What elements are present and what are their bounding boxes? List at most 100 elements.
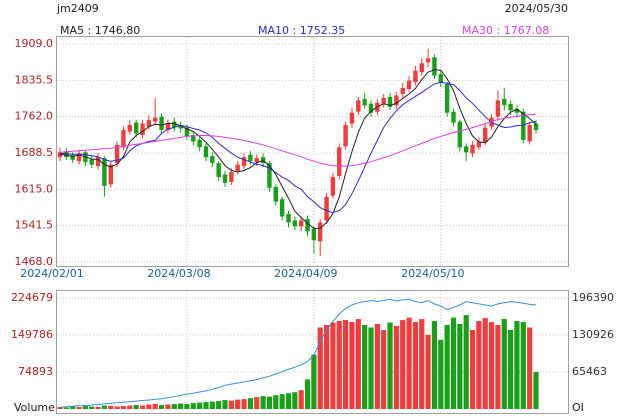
- candle-body: [203, 146, 209, 158]
- candle-body: [381, 97, 386, 104]
- y-tick-label: 1615.0: [15, 182, 54, 195]
- volume-bar: [438, 339, 444, 409]
- candle-body: [495, 100, 501, 117]
- volume-bar: [241, 399, 247, 409]
- candle-body: [318, 222, 323, 242]
- volume-bar: [285, 393, 292, 409]
- candle-body: [140, 123, 145, 135]
- candle-body: [413, 70, 418, 83]
- candle-body: [521, 111, 526, 140]
- volume-bar: [368, 327, 374, 409]
- candle-body: [432, 57, 437, 76]
- candle-body: [457, 121, 463, 148]
- y-tick-label: 1835.5: [15, 73, 54, 86]
- x-tick-label: 2024/04/09: [274, 267, 337, 280]
- volume-bar: [146, 404, 152, 409]
- candle-body: [229, 172, 234, 182]
- volume-bar: [508, 329, 514, 409]
- volume-bar: [425, 334, 431, 409]
- candle-body: [127, 125, 133, 132]
- ma-line: [59, 113, 537, 167]
- legend-label: MA5 : 1746.80: [60, 24, 140, 37]
- candle-body: [146, 120, 152, 127]
- volume-bar: [457, 324, 463, 409]
- volume-bar: [171, 404, 177, 409]
- ma-line: [59, 81, 537, 214]
- candle-body: [298, 220, 304, 227]
- candle-body: [153, 117, 158, 122]
- volume-bar: [108, 406, 114, 409]
- volume-bar: [311, 354, 317, 409]
- candle-body: [241, 157, 247, 167]
- candle-body: [305, 218, 310, 232]
- candle-body: [178, 125, 183, 129]
- volume-bar: [298, 390, 304, 409]
- candle-body: [349, 112, 355, 124]
- candle-body: [438, 74, 443, 84]
- price-panel: [56, 36, 569, 267]
- ma-line: [59, 69, 537, 229]
- candle-body: [222, 174, 228, 183]
- candle-body: [273, 186, 278, 202]
- candle-body: [95, 157, 101, 167]
- volume-bar: [362, 325, 368, 409]
- candle-body: [89, 159, 94, 165]
- volume-bar: [139, 405, 146, 409]
- candle-body: [463, 146, 469, 153]
- candle-body: [57, 152, 63, 158]
- volume-bar: [381, 329, 387, 409]
- y-tick-label: 1688.5: [15, 146, 54, 159]
- candle-body: [159, 116, 164, 131]
- candle-body: [235, 164, 240, 172]
- volume-bar: [495, 325, 501, 409]
- volume-bar: [279, 394, 285, 409]
- candle-body: [197, 139, 202, 148]
- x-tick-label: 2024/05/10: [401, 267, 464, 280]
- volume-bar: [165, 404, 171, 409]
- candle-body: [260, 157, 266, 164]
- volume-bar: [273, 395, 279, 409]
- candle-body: [406, 80, 412, 89]
- candle-body: [394, 95, 399, 106]
- volume-bar: [260, 396, 266, 409]
- oi-line: [59, 298, 537, 408]
- y-tick-label: 74893: [18, 365, 53, 378]
- candle-body: [514, 108, 520, 113]
- volume-bar: [177, 403, 184, 409]
- volume-bar: [419, 319, 425, 409]
- volume-bar: [533, 371, 539, 409]
- candle-body: [337, 147, 342, 176]
- candle-body: [387, 96, 393, 107]
- last-date: 2024/05/30: [505, 2, 568, 15]
- candle-body: [425, 58, 431, 63]
- candle-body: [292, 220, 298, 227]
- volume-bar: [216, 401, 222, 409]
- candle-body: [451, 111, 456, 123]
- candle-body: [502, 98, 507, 106]
- volume-bar: [254, 397, 260, 409]
- volume-bar: [266, 396, 273, 409]
- volume-bar: [463, 315, 469, 409]
- volume-bar: [228, 400, 234, 409]
- candle-body: [533, 123, 539, 131]
- volume-bar: [469, 329, 476, 409]
- y-tick-label: 1762.0: [15, 110, 54, 123]
- volume-bar: [336, 321, 342, 409]
- volume-bar: [527, 327, 533, 409]
- volume-bar: [209, 401, 215, 409]
- volume-bar: [247, 398, 253, 409]
- candle-body: [70, 155, 75, 160]
- volume-bar: [82, 406, 88, 409]
- volume-bar: [476, 321, 482, 409]
- legend-label: MA10 : 1752.35: [258, 24, 345, 37]
- y-tick-label: 1909.0: [15, 37, 54, 50]
- volume-bar: [349, 322, 355, 409]
- candle-body: [356, 100, 361, 112]
- volume-bar: [482, 318, 488, 409]
- volume-bar: [304, 379, 311, 409]
- candle-body: [476, 141, 482, 148]
- y-tick-label: 1541.5: [15, 219, 54, 232]
- volume-bar: [114, 406, 120, 409]
- volume-bar: [431, 321, 438, 409]
- candle-body: [527, 125, 532, 142]
